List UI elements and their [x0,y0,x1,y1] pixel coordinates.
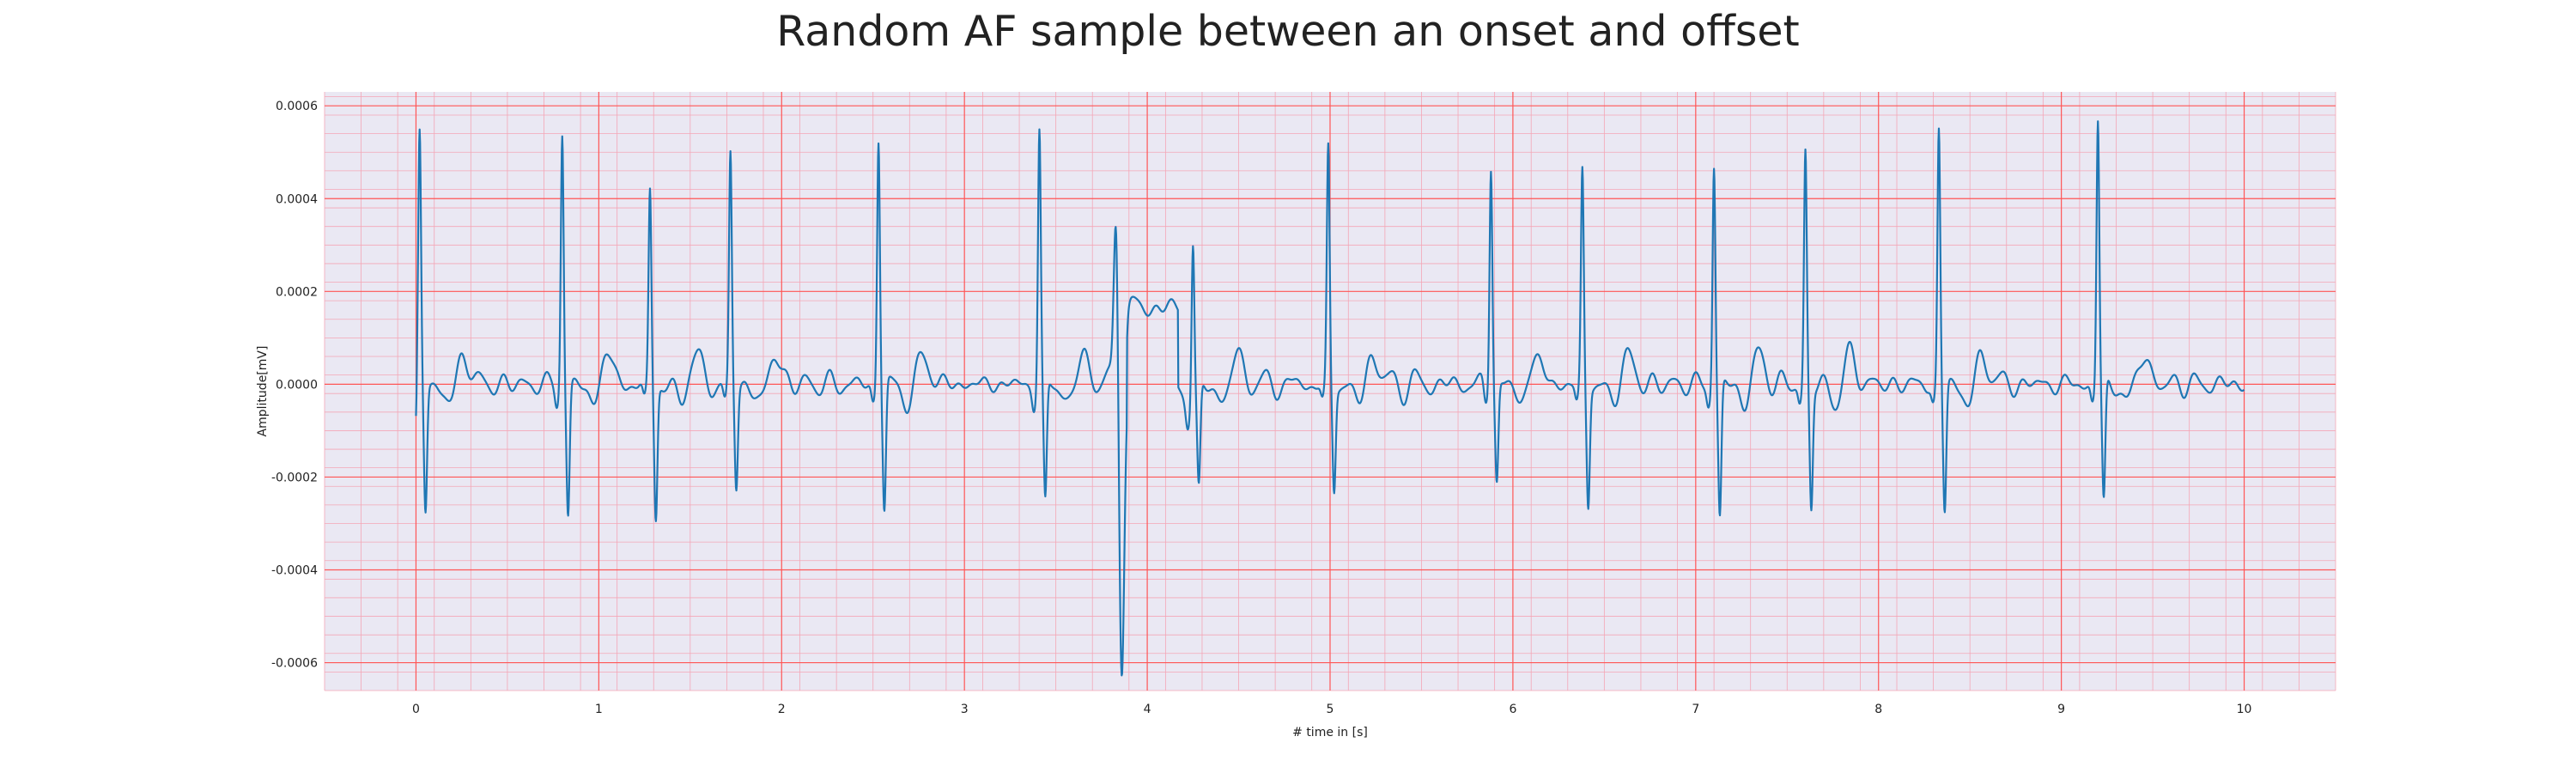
x-tick-label: 6 [1509,703,1516,716]
y-tick-label: 0.0004 [276,192,318,206]
x-tick-label: 8 [1874,703,1882,716]
x-tick-label: 10 [2237,703,2252,716]
y-tick-label: 0.0006 [276,100,318,113]
y-tick-label: -0.0002 [271,471,318,484]
x-tick-label: 9 [2057,703,2065,716]
x-tick-label: 7 [1692,703,1699,716]
y-tick-label: -0.0004 [271,564,318,578]
y-tick-label: 0.0000 [276,378,318,392]
x-axis-label: # time in [s] [1292,726,1368,740]
x-tick-labels: 0 1 2 3 4 5 6 7 8 9 10 [412,703,2251,716]
x-tick-label: 5 [1327,703,1334,716]
y-tick-label: 0.0002 [276,285,318,299]
x-tick-label: 1 [595,703,603,716]
x-tick-label: 4 [1144,703,1151,716]
y-axis-label: Amplitude[mV] [256,346,270,437]
x-tick-label: 3 [961,703,969,716]
y-tick-labels: 0.0006 0.0004 0.0002 0.0000 -0.0002 -0.0004 -0… [271,100,318,670]
y-tick-label: -0.0006 [271,657,318,671]
x-tick-label: 2 [778,703,786,716]
x-tick-label: 0 [412,703,420,716]
